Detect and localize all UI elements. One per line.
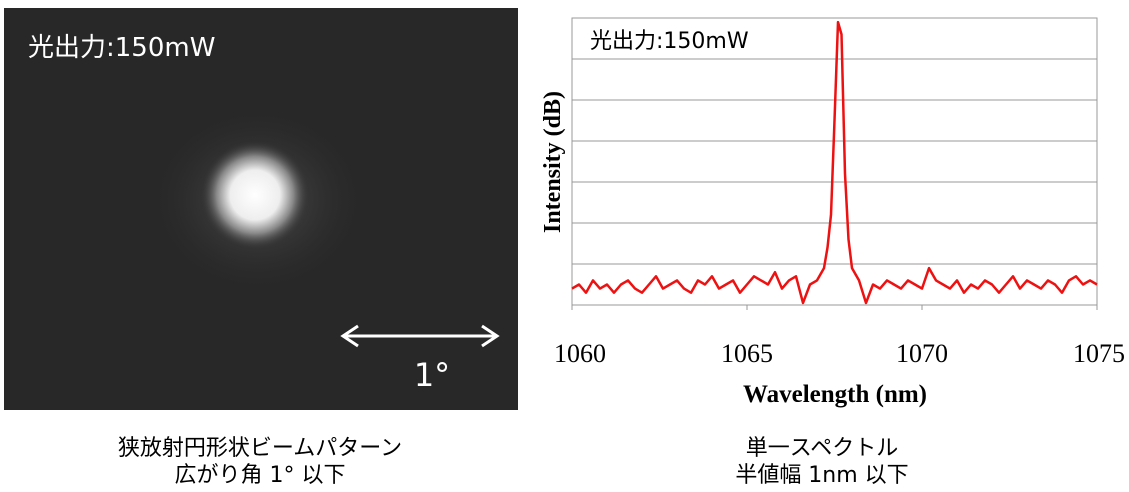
spectrum-line — [572, 22, 1097, 303]
caption: 半値幅 1nm 以下 — [735, 463, 908, 488]
y-axis-label: Intensity (dB) — [540, 91, 566, 233]
caption: 広がり角 1° 以下 — [175, 463, 346, 488]
x-axis-label: Wavelength (nm) — [743, 381, 927, 408]
beam-label: 光出力:150mW — [28, 33, 215, 63]
beam-spot — [200, 140, 310, 250]
x-tick-label: 1065 — [721, 339, 773, 368]
plot-frame — [572, 18, 1097, 305]
x-tick-label: 1060 — [554, 339, 606, 368]
figure: 光出力:150mW 1° 狭放射円形状ビームパターン 広がり角 1° 以下 光出… — [0, 0, 1129, 492]
caption: 狭放射円形状ビームパターン — [118, 436, 402, 461]
x-tick-label: 1075 — [1073, 339, 1125, 368]
chart-title: 光出力:150mW — [590, 29, 749, 54]
scale-label: 1° — [414, 356, 450, 394]
caption: 単一スペクトル — [746, 436, 898, 461]
x-tick-label: 1070 — [896, 339, 948, 368]
